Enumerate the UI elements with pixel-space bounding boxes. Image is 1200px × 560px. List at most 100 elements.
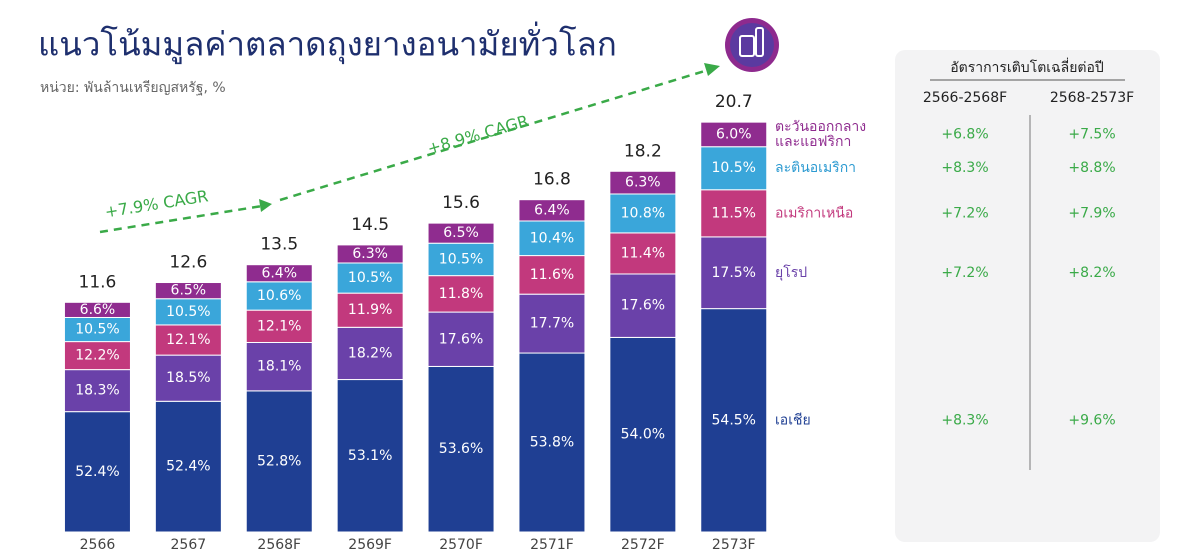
bar-segment — [700, 308, 768, 533]
bar-segment — [700, 121, 768, 148]
table-column-header: 2566-2568F — [923, 90, 1007, 106]
bar-segment — [700, 236, 768, 310]
bar-segment — [336, 379, 404, 533]
bar-segment — [427, 222, 495, 244]
bar-segment — [518, 255, 586, 295]
value-label: 12.1% — [166, 332, 210, 348]
value-label: 17.6% — [621, 298, 665, 314]
x-tick-label: 2570F — [439, 537, 483, 553]
bar-segment — [518, 199, 586, 222]
bar-segment — [63, 341, 131, 371]
value-label: 54.0% — [621, 427, 665, 443]
legend-label: ละตินอเมริกา — [775, 160, 856, 176]
bar-segment — [63, 301, 131, 318]
chart-title: แนวโน้มมูลค่าตลาดถุงยางอนามัยทั่วโลก — [38, 22, 617, 65]
value-label: 6.6% — [80, 302, 116, 318]
value-label: 18.2% — [348, 345, 392, 361]
value-label: 12.2% — [75, 348, 119, 364]
x-tick-label: 2572F — [621, 537, 665, 553]
table-cell: +8.8% — [1068, 160, 1115, 176]
bar-segment — [336, 244, 404, 264]
bar-segment — [154, 400, 222, 533]
bar-segment — [154, 282, 222, 300]
table-cell: +7.2% — [941, 265, 988, 281]
total-label: 16.8 — [533, 169, 571, 189]
value-label: 53.6% — [439, 441, 483, 457]
table-cell: +7.5% — [1068, 126, 1115, 142]
value-label: 6.5% — [443, 225, 479, 241]
value-label: 17.5% — [712, 265, 756, 281]
value-label: 11.4% — [621, 245, 665, 261]
value-label: 10.5% — [712, 160, 756, 176]
table-cell: +8.3% — [941, 160, 988, 176]
bar-segment — [245, 390, 313, 533]
legend-label: เอเชีย — [775, 412, 811, 428]
value-label: 54.5% — [712, 412, 756, 428]
value-label: 11.9% — [348, 302, 392, 318]
value-label: 10.5% — [75, 322, 119, 338]
total-label: 18.2 — [624, 142, 662, 162]
table-cell: +9.6% — [1068, 412, 1115, 428]
x-tick-label: 2573F — [712, 537, 756, 553]
value-label: 52.4% — [166, 459, 210, 475]
value-label: 6.0% — [716, 126, 752, 142]
bar-segment — [518, 352, 586, 533]
table-column-header: 2568-2573F — [1050, 90, 1134, 106]
cagr-annotation: +7.9% CAGR — [103, 186, 209, 221]
x-tick-label: 2568F — [257, 537, 301, 553]
table-panel — [895, 50, 1160, 542]
bar-segment — [700, 146, 768, 191]
bar-segment — [63, 411, 131, 533]
chart-subtitle: หน่วย: พันล้านเหรียญสหรัฐ, % — [40, 80, 226, 96]
table-cell: +7.2% — [941, 205, 988, 221]
value-label: 18.1% — [257, 359, 301, 375]
bar-segment — [427, 311, 495, 367]
bar-segment — [63, 369, 131, 413]
value-label: 10.5% — [348, 270, 392, 286]
bar-segment — [609, 170, 677, 195]
value-label: 52.8% — [257, 453, 301, 469]
x-tick-label: 2571F — [530, 537, 574, 553]
value-label: 18.3% — [75, 383, 119, 399]
value-label: 10.4% — [530, 230, 574, 246]
total-label: 20.7 — [715, 92, 753, 112]
bar-segment — [154, 298, 222, 326]
bar-segment — [245, 341, 313, 392]
bar-segment — [245, 264, 313, 283]
total-label: 15.6 — [442, 193, 480, 213]
bar-segment — [154, 324, 222, 356]
value-label: 11.6% — [530, 267, 574, 283]
legend-label: ยุโรป — [775, 264, 807, 281]
bar-segment — [609, 193, 677, 234]
value-label: 10.8% — [621, 205, 665, 221]
total-label: 11.6 — [79, 272, 117, 292]
legend-label: ตะวันออกกลางและแอฟริกา — [775, 119, 866, 150]
total-label: 14.5 — [351, 215, 389, 235]
value-label: 18.5% — [166, 370, 210, 386]
value-label: 11.8% — [439, 286, 483, 302]
table-cell: +8.2% — [1068, 265, 1115, 281]
value-label: 10.6% — [257, 288, 301, 304]
value-label: 17.6% — [439, 331, 483, 347]
value-label: 10.5% — [439, 251, 483, 267]
value-label: 17.7% — [530, 316, 574, 332]
bar-segment — [245, 309, 313, 343]
bar-segment — [427, 242, 495, 277]
bar-segment — [336, 292, 404, 328]
x-tick-label: 2567 — [171, 537, 207, 553]
bar-segment — [609, 232, 677, 275]
bar-segment — [154, 354, 222, 402]
bar-segment — [518, 293, 586, 354]
bar-segment — [63, 316, 131, 343]
cagr-annotation: +8.9% CAGR — [425, 111, 531, 158]
icon — [725, 18, 779, 72]
bar-segment — [336, 262, 404, 294]
table-title: อัตราการเติบโตเฉลี่ยต่อปี — [950, 58, 1104, 76]
value-label: 6.3% — [625, 175, 661, 191]
value-label: 53.1% — [348, 448, 392, 464]
table-cell: +6.8% — [941, 126, 988, 142]
total-label: 13.5 — [260, 235, 298, 255]
value-label: 10.5% — [166, 304, 210, 320]
arrow-head — [704, 63, 720, 76]
